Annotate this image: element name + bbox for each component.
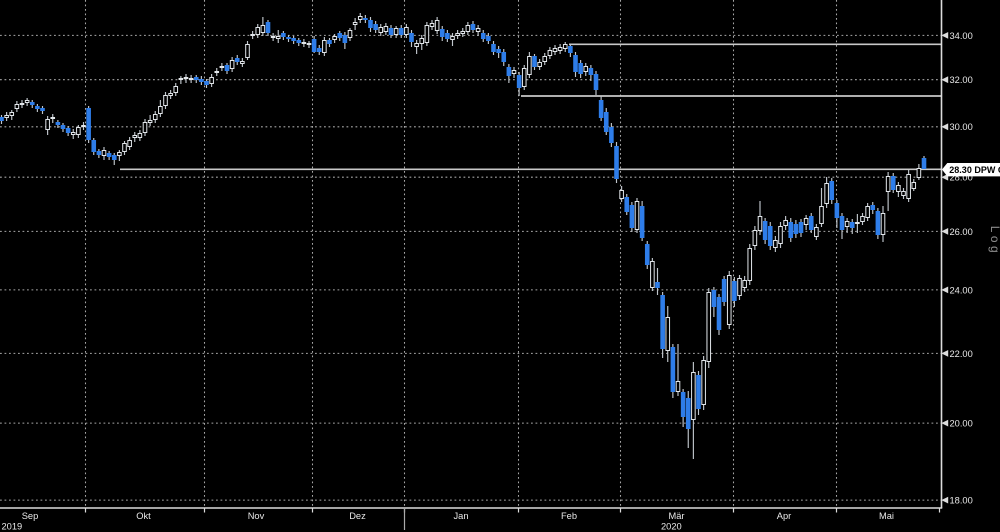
svg-text:32.00: 32.00 xyxy=(950,75,973,85)
svg-text:Apr: Apr xyxy=(777,511,791,521)
svg-text:34.00: 34.00 xyxy=(950,31,973,41)
svg-text:Mai: Mai xyxy=(879,511,894,521)
svg-text:Log: Log xyxy=(988,226,1000,256)
svg-text:Nov: Nov xyxy=(248,511,265,521)
svg-text:24.00: 24.00 xyxy=(950,285,973,295)
svg-text:2020: 2020 xyxy=(661,522,682,532)
svg-text:Feb: Feb xyxy=(561,511,577,521)
svg-text:Jan: Jan xyxy=(454,511,469,521)
svg-text:20.00: 20.00 xyxy=(950,419,973,429)
svg-text:28.00: 28.00 xyxy=(950,173,973,183)
svg-text:30.00: 30.00 xyxy=(950,122,973,132)
svg-text:Mär: Mär xyxy=(668,511,684,521)
svg-text:18.00: 18.00 xyxy=(950,496,973,506)
svg-text:Okt: Okt xyxy=(136,511,151,521)
svg-text:Sep: Sep xyxy=(22,511,39,521)
svg-text:Dez: Dez xyxy=(349,511,366,521)
svg-text:26.00: 26.00 xyxy=(950,227,973,237)
svg-text:22.00: 22.00 xyxy=(950,349,973,359)
svg-text:2019: 2019 xyxy=(2,522,23,532)
svg-text:28.30 DPW GY Equity: 28.30 DPW GY Equity xyxy=(949,165,1000,175)
